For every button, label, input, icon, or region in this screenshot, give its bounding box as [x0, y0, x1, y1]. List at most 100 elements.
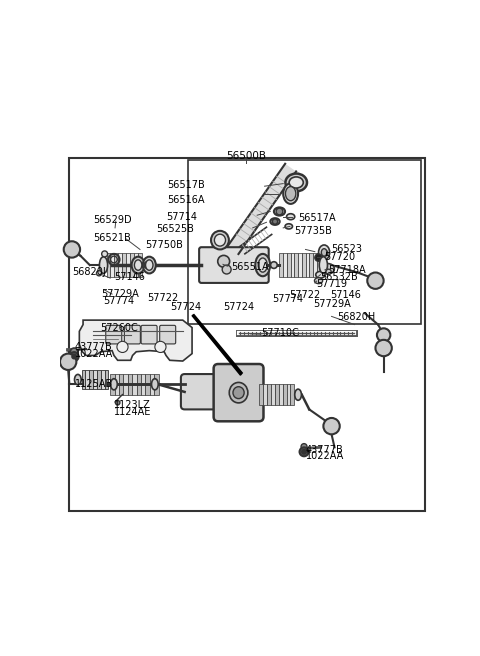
Bar: [137, 374, 141, 394]
Ellipse shape: [274, 207, 285, 216]
Bar: [302, 253, 305, 277]
Ellipse shape: [295, 389, 301, 400]
Text: 57146: 57146: [114, 272, 145, 282]
Circle shape: [70, 352, 79, 361]
Ellipse shape: [229, 382, 248, 403]
Ellipse shape: [319, 256, 327, 274]
Circle shape: [301, 443, 307, 449]
Ellipse shape: [321, 264, 335, 274]
Text: 43777B: 43777B: [75, 342, 113, 352]
Text: 57260C: 57260C: [100, 323, 138, 333]
Circle shape: [115, 400, 120, 405]
Text: 57724: 57724: [224, 302, 255, 312]
Text: 56516A: 56516A: [168, 195, 205, 205]
Text: 56820J: 56820J: [72, 267, 106, 277]
Bar: [126, 253, 130, 277]
Bar: [263, 384, 267, 405]
Bar: [287, 384, 290, 405]
Bar: [283, 384, 287, 405]
Ellipse shape: [270, 218, 280, 225]
Bar: [313, 253, 317, 277]
Bar: [283, 253, 287, 277]
FancyBboxPatch shape: [181, 374, 222, 409]
Bar: [317, 253, 321, 277]
FancyBboxPatch shape: [124, 325, 140, 344]
Bar: [298, 253, 302, 277]
Bar: [154, 374, 158, 394]
Circle shape: [302, 449, 306, 454]
Circle shape: [117, 341, 128, 352]
Ellipse shape: [289, 177, 303, 188]
Ellipse shape: [321, 249, 327, 256]
Circle shape: [64, 241, 80, 258]
Text: 57729A: 57729A: [313, 300, 351, 310]
Ellipse shape: [144, 262, 151, 268]
Text: 1123LZ: 1123LZ: [114, 400, 151, 410]
Bar: [89, 371, 93, 389]
Text: 57724: 57724: [170, 302, 201, 312]
Bar: [138, 253, 142, 277]
Ellipse shape: [286, 186, 296, 201]
Bar: [150, 374, 154, 394]
Ellipse shape: [102, 251, 108, 257]
Text: 57774: 57774: [103, 296, 134, 306]
Text: 57718A: 57718A: [328, 265, 365, 275]
Text: 57722: 57722: [289, 290, 320, 300]
Circle shape: [324, 418, 340, 434]
Text: 43777B: 43777B: [305, 445, 343, 455]
Text: 57774: 57774: [272, 293, 303, 304]
Bar: [141, 374, 145, 394]
Bar: [107, 253, 110, 277]
Ellipse shape: [283, 184, 298, 204]
Text: 56551A: 56551A: [231, 262, 269, 272]
Bar: [110, 253, 114, 277]
Circle shape: [375, 340, 392, 356]
Bar: [128, 374, 132, 394]
Text: 56521B: 56521B: [94, 234, 131, 243]
Circle shape: [222, 265, 231, 274]
Bar: [119, 374, 123, 394]
Bar: [123, 374, 128, 394]
Text: 57720: 57720: [324, 252, 355, 262]
Ellipse shape: [322, 250, 328, 256]
Ellipse shape: [319, 245, 330, 260]
Polygon shape: [192, 314, 242, 375]
Bar: [105, 371, 108, 389]
Bar: [290, 384, 294, 405]
Circle shape: [377, 328, 390, 342]
Ellipse shape: [314, 277, 323, 283]
Text: 1022AA: 1022AA: [75, 348, 113, 359]
Text: 1125AB: 1125AB: [75, 379, 113, 389]
Ellipse shape: [74, 375, 81, 385]
Text: 57722: 57722: [147, 293, 179, 303]
Polygon shape: [79, 320, 192, 361]
FancyBboxPatch shape: [199, 247, 269, 283]
Bar: [279, 253, 283, 277]
Ellipse shape: [110, 379, 117, 390]
Text: 56529D: 56529D: [94, 215, 132, 226]
Bar: [101, 371, 105, 389]
Bar: [115, 374, 119, 394]
Circle shape: [273, 219, 277, 224]
Circle shape: [367, 272, 384, 289]
Ellipse shape: [99, 256, 108, 274]
Bar: [130, 253, 134, 277]
Bar: [118, 253, 122, 277]
Ellipse shape: [271, 262, 277, 268]
Bar: [85, 371, 89, 389]
Bar: [132, 374, 137, 394]
Text: 56517A: 56517A: [298, 213, 336, 223]
Polygon shape: [228, 164, 296, 254]
Bar: [279, 384, 283, 405]
Text: 57714: 57714: [167, 212, 198, 222]
Text: 56500B: 56500B: [226, 151, 266, 161]
Text: 57735B: 57735B: [294, 226, 332, 236]
Circle shape: [315, 254, 322, 261]
Text: 1022AA: 1022AA: [305, 451, 344, 461]
Text: 56517B: 56517B: [168, 180, 205, 190]
Bar: [305, 253, 309, 277]
Bar: [114, 253, 118, 277]
Ellipse shape: [145, 260, 153, 270]
Bar: [145, 374, 150, 394]
Bar: [122, 253, 126, 277]
